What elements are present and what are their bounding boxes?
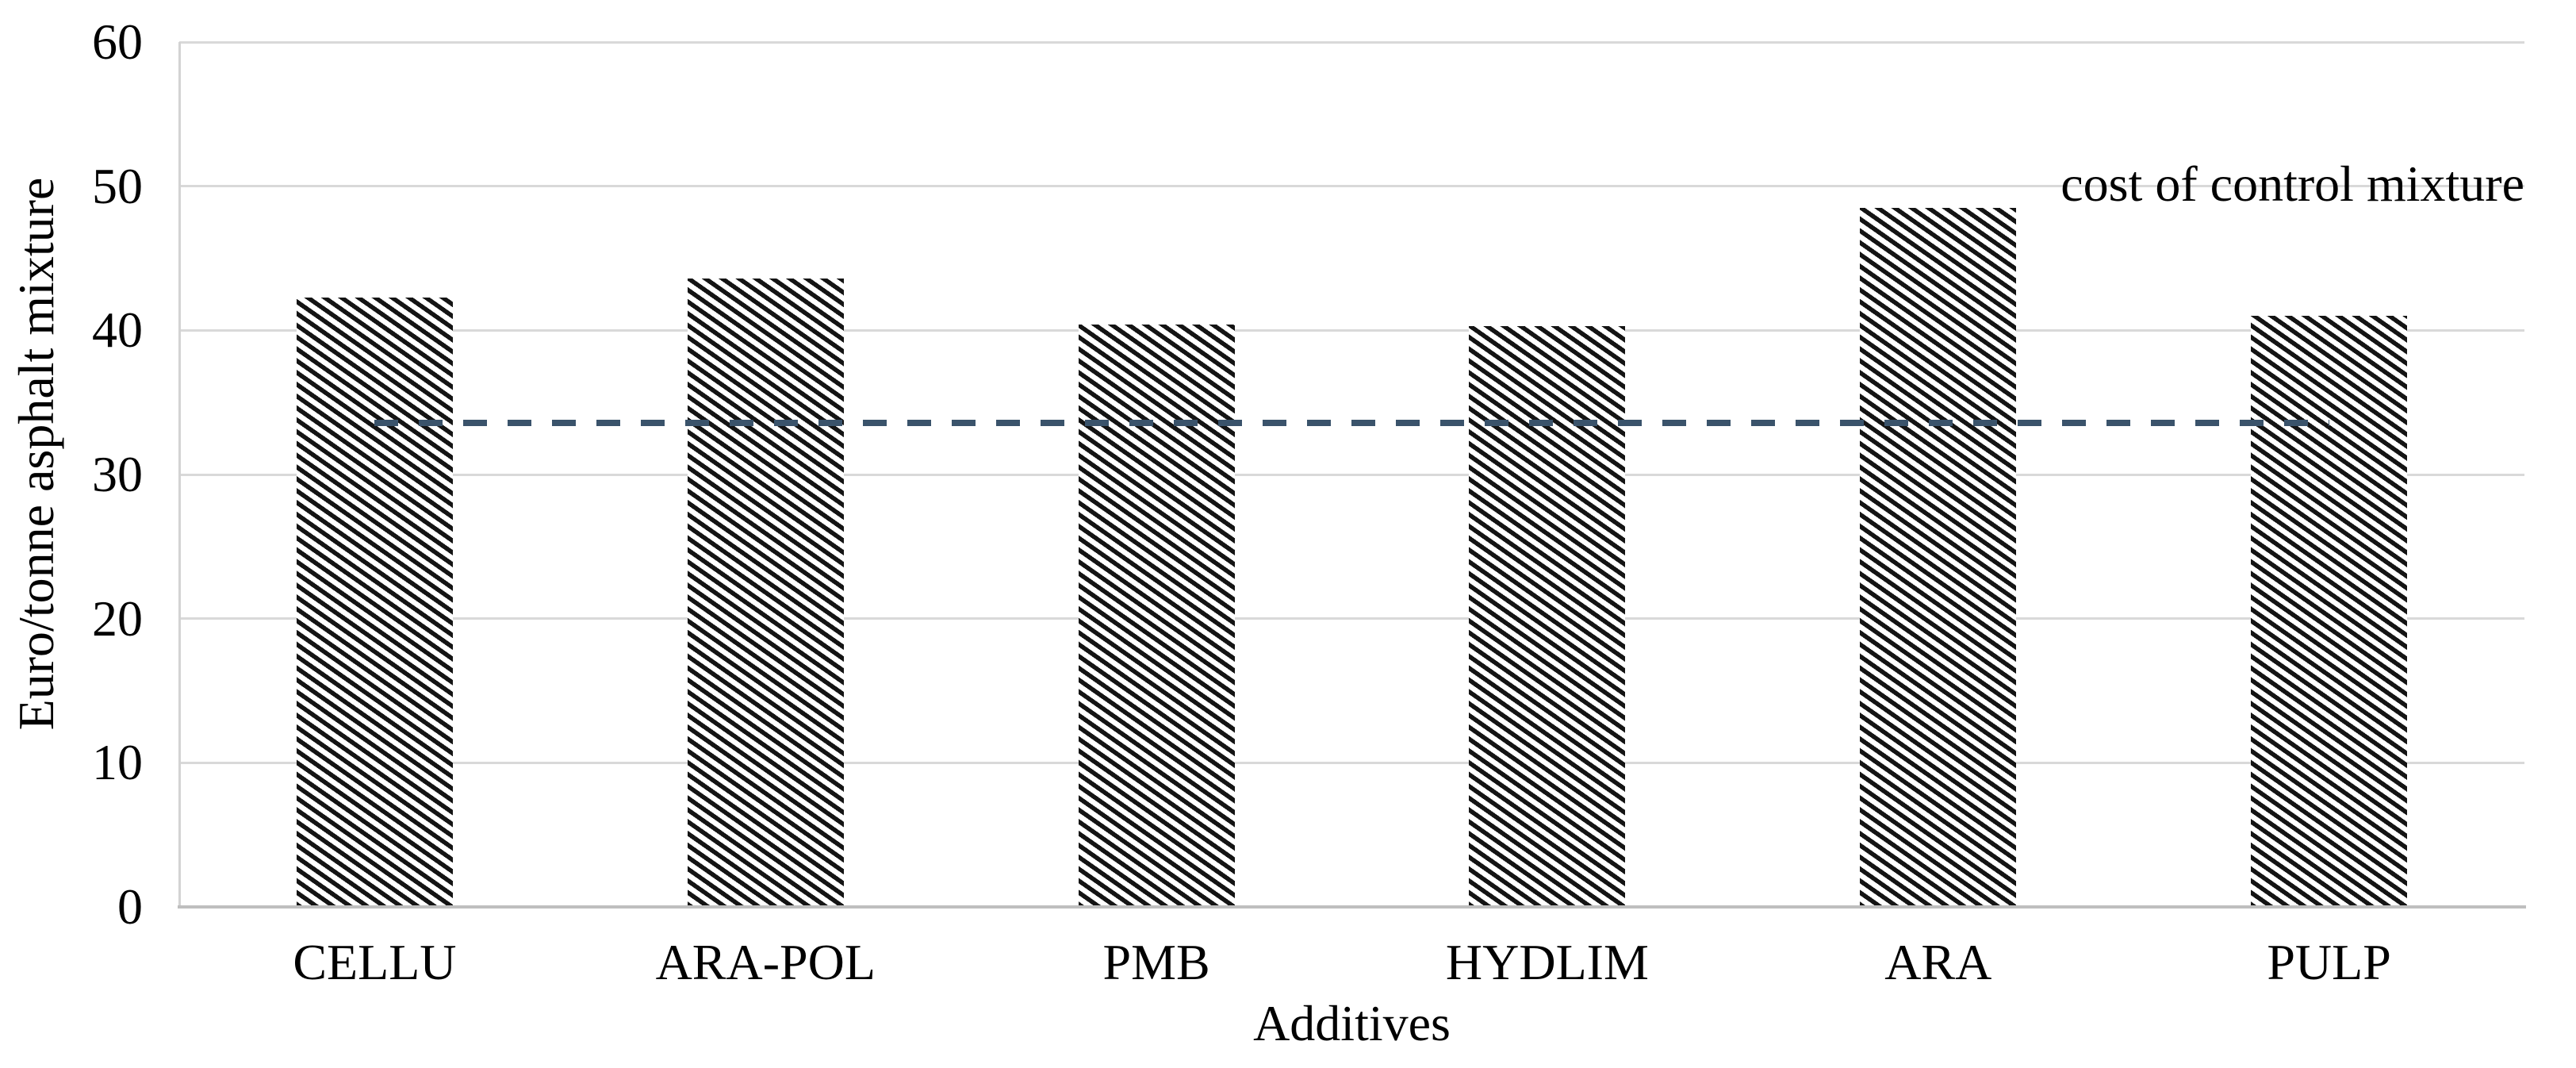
y-tick-label-10: 10 xyxy=(92,734,143,791)
gridline-y-60 xyxy=(179,40,2524,44)
y-axis-line xyxy=(178,42,181,907)
bar-PULP xyxy=(2251,316,2408,907)
y-tick-label-0: 0 xyxy=(117,878,143,935)
reference-dashed-line xyxy=(374,419,2329,426)
x-axis-line xyxy=(178,905,2526,909)
x-tick-label-ARA: ARA xyxy=(1884,934,1992,990)
y-tick-label-40: 40 xyxy=(92,302,143,359)
gridline-y-40 xyxy=(179,328,2524,332)
bar-ARA xyxy=(1860,207,2017,907)
plot-area xyxy=(179,40,2524,907)
bar-CELLU xyxy=(296,297,453,907)
y-tick-label-20: 20 xyxy=(92,590,143,647)
bar-ARA-POL xyxy=(687,278,844,907)
x-tick-label-ARA-POL: ARA-POL xyxy=(655,934,876,990)
x-tick-label-PULP: PULP xyxy=(2267,934,2391,990)
gridline-y-50 xyxy=(179,185,2524,188)
x-axis-title: Additives xyxy=(1253,995,1451,1051)
x-tick-label-HYDLIM: HYDLIM xyxy=(1445,934,1649,990)
x-tick-label-PMB: PMB xyxy=(1102,934,1210,990)
gridline-y-20 xyxy=(179,617,2524,620)
y-tick-label-30: 30 xyxy=(92,446,143,502)
y-tick-label-50: 50 xyxy=(92,157,143,214)
gridline-y-10 xyxy=(179,761,2524,764)
gridline-y-30 xyxy=(179,473,2524,476)
x-tick-label-CELLU: CELLU xyxy=(293,934,457,990)
bar-HYDLIM xyxy=(1469,325,1626,907)
y-tick-label-60: 60 xyxy=(92,13,143,70)
bar-PMB xyxy=(1078,325,1235,907)
reference-line-label: cost of control mixture xyxy=(2060,156,2524,212)
